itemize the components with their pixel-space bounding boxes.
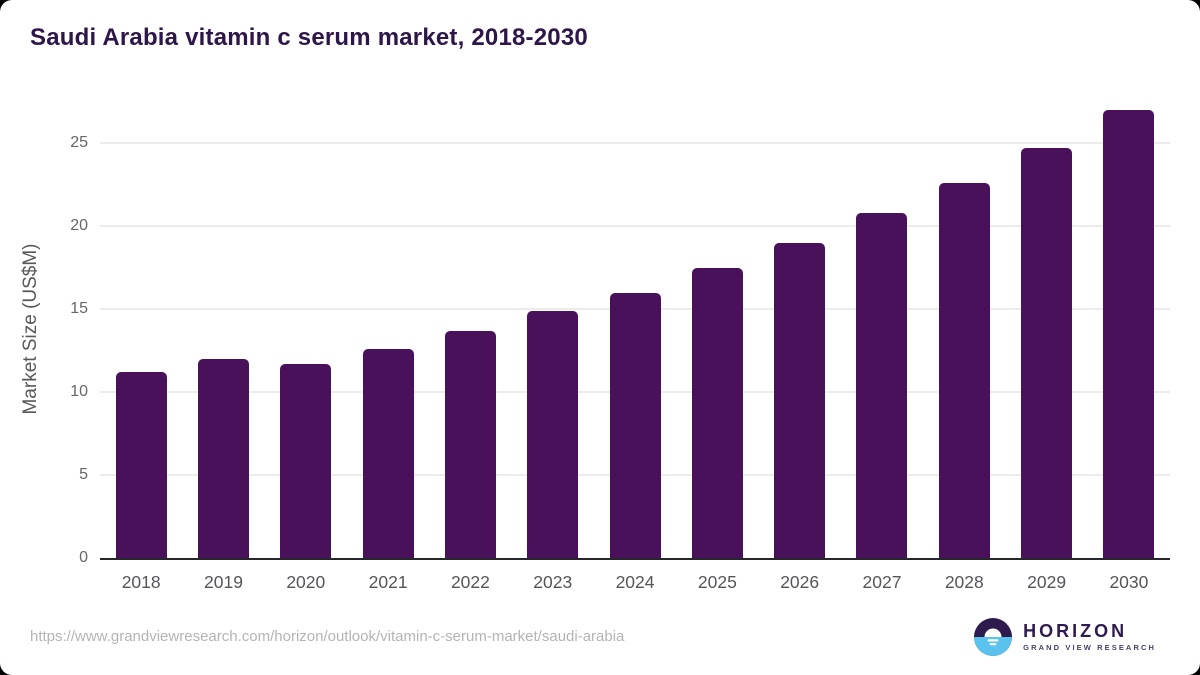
x-tick-label: 2020	[286, 572, 326, 592]
logo-name: HORIZON	[1023, 621, 1128, 642]
source-url: https://www.grandviewresearch.com/horizo…	[30, 628, 625, 645]
bar-2024	[609, 292, 661, 558]
x-tick-label: 2022	[450, 572, 490, 592]
bar-2028	[938, 182, 990, 558]
bar-slot	[512, 100, 594, 558]
y-tick-label: 20	[70, 217, 88, 235]
x-tick-label: 2021	[368, 572, 408, 592]
horizon-logo: HORIZON GRAND VIEW RESEARCH	[974, 618, 1156, 656]
bar-slot	[1005, 100, 1087, 558]
bar-slot	[594, 100, 676, 558]
bar-slot	[347, 100, 429, 558]
y-axis-title: Market Size (US$M)	[20, 243, 41, 415]
bar-slot	[265, 100, 347, 558]
x-tick-label: 2030	[1109, 572, 1149, 592]
bar-2020	[280, 363, 332, 558]
bar-2021	[362, 348, 414, 558]
bar-slot	[429, 100, 511, 558]
x-tick-label: 2023	[533, 572, 573, 592]
horizon-logo-text: HORIZON GRAND VIEW RESEARCH	[1023, 622, 1156, 652]
bar-2025	[691, 267, 743, 558]
y-tick-label: 15	[70, 300, 88, 318]
logo-subtitle: GRAND VIEW RESEARCH	[1023, 642, 1156, 652]
x-tick-label: 2028	[944, 572, 984, 592]
bar-slot	[100, 100, 182, 558]
bar-slot	[1088, 100, 1170, 558]
x-tick-label: 2025	[697, 572, 737, 592]
bar-slot	[923, 100, 1005, 558]
x-tick-label: 2024	[615, 572, 655, 592]
y-tick-label: 10	[70, 383, 88, 401]
bar-slot	[676, 100, 758, 558]
x-tick-label: 2027	[862, 572, 902, 592]
x-tick-label: 2018	[121, 572, 161, 592]
bar-2022	[444, 330, 496, 558]
y-tick-label: 25	[70, 134, 88, 152]
bars-row	[100, 100, 1170, 558]
plot-area: 2018 2019 2020 2021 2022 2023 2024 2025 2026 2027…	[70, 100, 1170, 592]
bar-2030	[1103, 109, 1155, 558]
bar-2019	[197, 358, 249, 558]
bar-2026	[774, 242, 826, 558]
bar-slot	[841, 100, 923, 558]
x-tick-label: 2019	[204, 572, 243, 592]
horizon-logo-icon	[974, 618, 1013, 656]
gridline	[100, 142, 1170, 145]
bar-2023	[527, 310, 579, 558]
bar-slot	[759, 100, 841, 558]
y-tick-label: 0	[79, 549, 88, 566]
x-axis-labels: 2018 2019 2020 2021 2022 2023 2024 2025 2026 2027…	[100, 572, 1170, 593]
bar-2029	[1021, 148, 1073, 558]
y-tick-label: 5	[79, 466, 88, 484]
x-tick-label: 2029	[1027, 572, 1067, 592]
gridline	[100, 225, 1170, 228]
page-title: Saudi Arabia vitamin c serum market, 201…	[30, 24, 588, 51]
bar-2027	[856, 212, 908, 558]
bar-2018	[115, 372, 167, 558]
bar-slot	[182, 100, 264, 558]
x-tick-label: 2026	[780, 572, 820, 592]
